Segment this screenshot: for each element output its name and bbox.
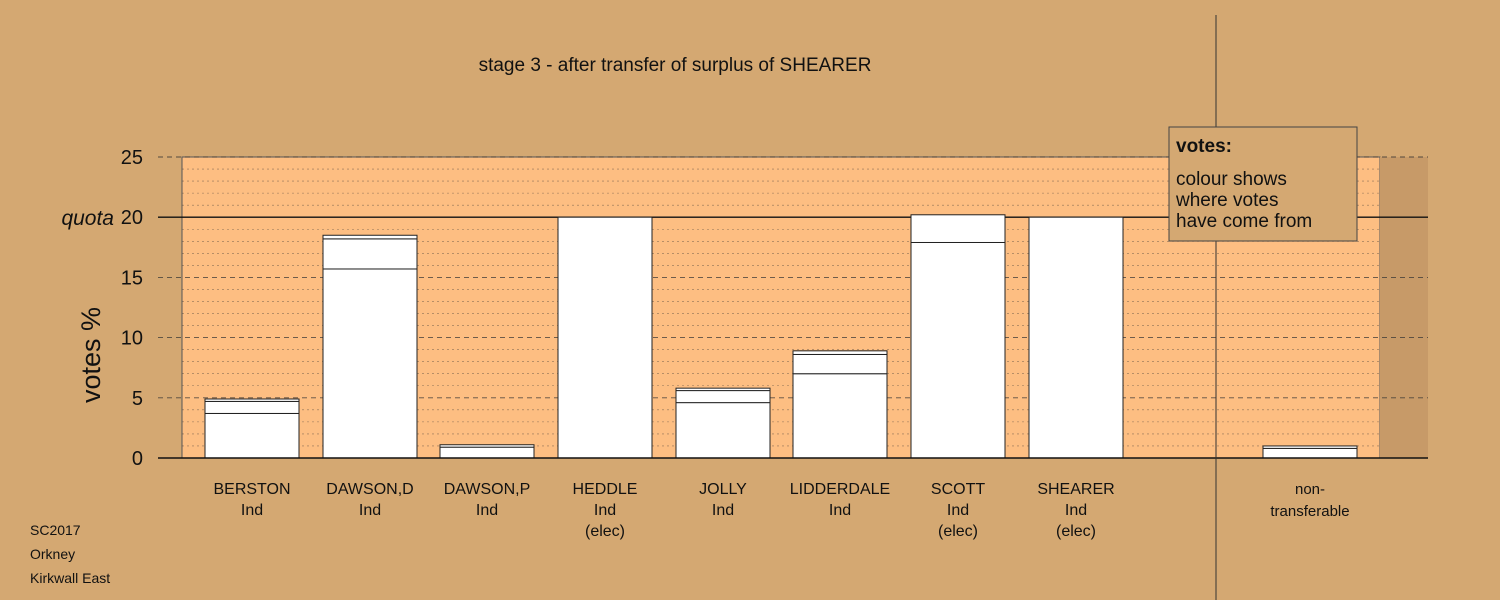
bar-segment xyxy=(439,446,535,459)
legend-line-2: where votes xyxy=(1175,190,1278,211)
bar-segment xyxy=(1262,445,1358,449)
x-tick-label-party: Ind xyxy=(594,502,616,519)
x-tick-label-party: Ind xyxy=(712,502,734,519)
chart-title: stage 3 - after transfer of surplus of S… xyxy=(479,55,872,76)
x-tick-label-name: SCOTT xyxy=(931,481,985,498)
x-tick-label-party: Ind xyxy=(241,502,263,519)
x-tick-label-name: SHEARER xyxy=(1037,481,1114,498)
y-tick-label: 0 xyxy=(132,448,143,470)
y-tick-label: 10 xyxy=(121,328,143,350)
bar-segment xyxy=(675,387,771,392)
legend-line-1: colour shows xyxy=(1176,169,1287,190)
bar-non-transferable xyxy=(1262,445,1358,459)
x-tick-label-non-transferable-1: non- xyxy=(1295,481,1325,498)
bar-scott xyxy=(910,214,1006,459)
bar-segment xyxy=(322,234,418,240)
bar-segment xyxy=(910,241,1006,459)
bar-segment xyxy=(204,398,300,402)
plot-area-shade xyxy=(1380,157,1428,458)
y-tick-label: 25 xyxy=(121,147,143,169)
bar-segment xyxy=(204,400,300,414)
bar-dawson-p xyxy=(439,444,535,459)
bar-segment xyxy=(675,390,771,404)
x-axis-labels: BERSTON Ind DAWSON,D Ind DAWSON,P Ind HEDDLE In… xyxy=(213,481,1349,540)
legend-line-3: have come from xyxy=(1176,211,1312,232)
bar-segment xyxy=(439,444,535,448)
x-tick-label-status: (elec) xyxy=(938,523,978,540)
bar-shearer xyxy=(1028,216,1124,459)
x-tick-label-name: DAWSON,D xyxy=(326,481,413,498)
bar-segment xyxy=(675,402,771,459)
bar-segment xyxy=(204,412,300,459)
legend-box xyxy=(1168,126,1358,242)
x-tick-label-party: Ind xyxy=(829,502,851,519)
bar-segment xyxy=(1262,447,1358,459)
y-tick-label: 15 xyxy=(121,267,143,289)
x-tick-label-non-transferable-2: transferable xyxy=(1270,503,1349,520)
legend-title: votes: xyxy=(1176,136,1232,157)
footer-line-2: Orkney xyxy=(30,546,76,562)
footer-line-1: SC2017 xyxy=(30,522,81,538)
bars xyxy=(204,214,1358,459)
bar-berston xyxy=(204,398,300,459)
x-tick-label-status: (elec) xyxy=(1056,523,1096,540)
x-tick-label-name: JOLLY xyxy=(699,481,747,498)
bar-segment xyxy=(792,353,888,375)
bar-segment xyxy=(322,268,418,459)
y-axis-label: votes % xyxy=(76,307,106,403)
x-tick-label-name: BERSTON xyxy=(213,481,290,498)
bar-segment xyxy=(557,216,653,459)
bar-dawson-d xyxy=(322,234,418,459)
y-axis-ticks: 0 5 10 15 20 25 xyxy=(121,147,143,470)
x-tick-label-party: Ind xyxy=(1065,502,1087,519)
bar-segment xyxy=(792,373,888,459)
y-tick-label: 20 xyxy=(121,207,143,229)
bar-segment xyxy=(910,214,1006,243)
x-tick-label-name: HEDDLE xyxy=(573,481,638,498)
y-tick-label: 5 xyxy=(132,388,143,410)
x-tick-label-name: DAWSON,P xyxy=(444,481,531,498)
x-tick-label-name: LIDDERDALE xyxy=(790,481,890,498)
x-tick-label-party: Ind xyxy=(476,502,498,519)
bar-jolly xyxy=(675,387,771,459)
x-tick-label-status: (elec) xyxy=(585,523,625,540)
bar-heddle xyxy=(557,216,653,459)
legend: votes: colour shows where votes have com… xyxy=(1168,126,1358,242)
x-tick-label-party: Ind xyxy=(947,502,969,519)
bar-segment xyxy=(322,238,418,270)
footer-line-3: Kirkwall East xyxy=(30,570,111,586)
bar-segment xyxy=(792,350,888,355)
x-tick-label-party: Ind xyxy=(359,502,381,519)
quota-label: quota xyxy=(61,207,114,230)
bar-segment xyxy=(1028,216,1124,459)
bar-lidderdale xyxy=(792,350,888,459)
